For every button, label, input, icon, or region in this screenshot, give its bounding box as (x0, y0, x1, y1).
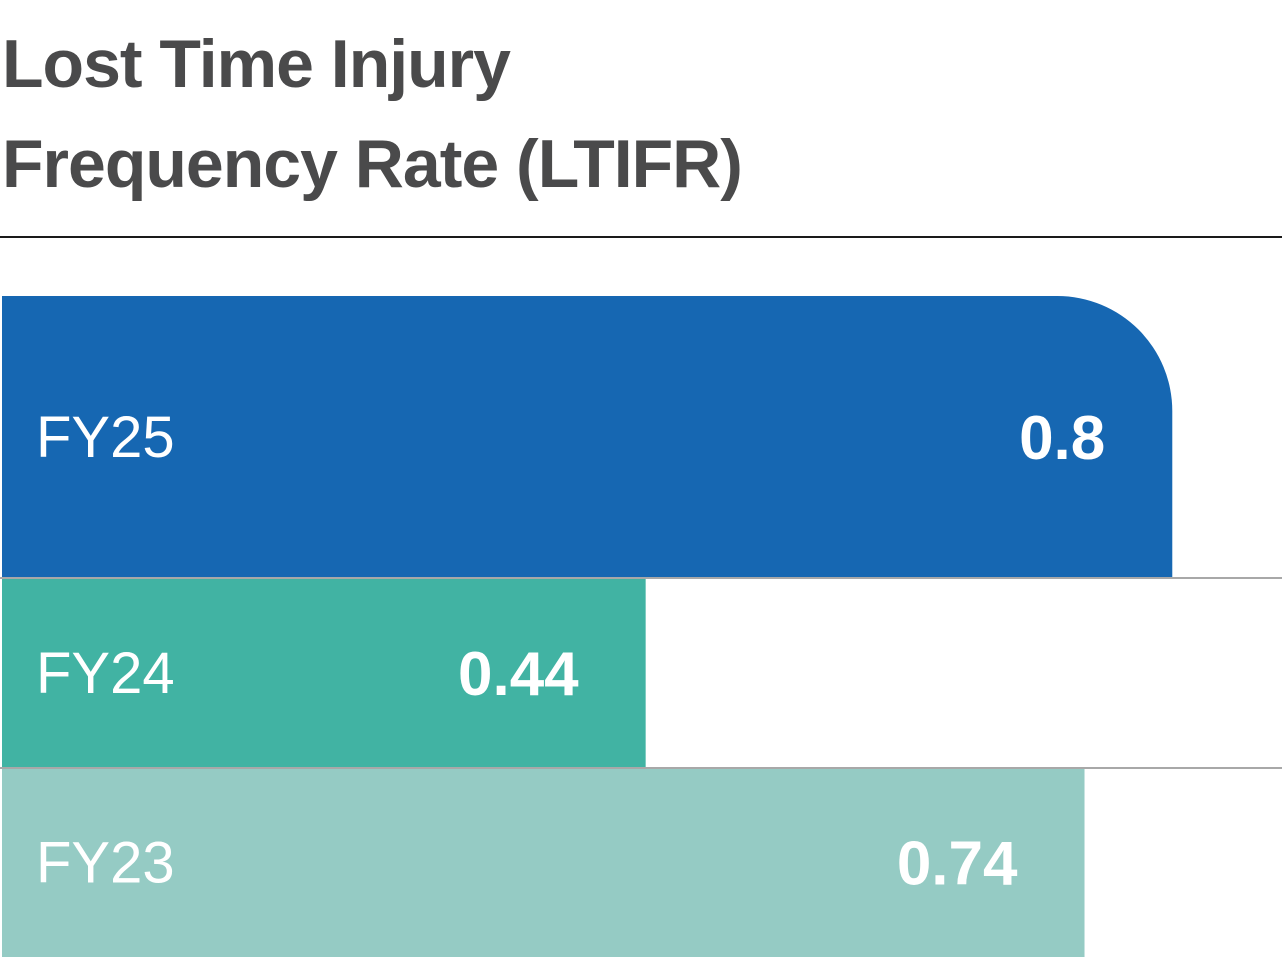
chart-title-line-1: Lost Time Injury (2, 26, 511, 102)
value-label-fy25: 0.8 (1019, 404, 1105, 473)
row-separator-2 (0, 767, 1282, 769)
category-label-fy25: FY25 (36, 405, 175, 470)
bar-fy24 (2, 578, 646, 768)
chart-title-line-2: Frequency Rate (LTIFR) (2, 126, 743, 202)
category-label-fy24: FY24 (36, 641, 175, 706)
bar-fy25 (2, 296, 1173, 578)
category-label-fy23: FY23 (36, 831, 175, 896)
title-divider (0, 236, 1282, 238)
chart-title: Lost Time Injury Frequency Rate (LTIFR) (2, 14, 1002, 214)
value-label-fy24: 0.44 (458, 640, 579, 709)
row-separator-1 (0, 577, 1282, 579)
bar-fy23 (2, 768, 1085, 957)
value-label-fy23: 0.74 (897, 830, 1018, 899)
